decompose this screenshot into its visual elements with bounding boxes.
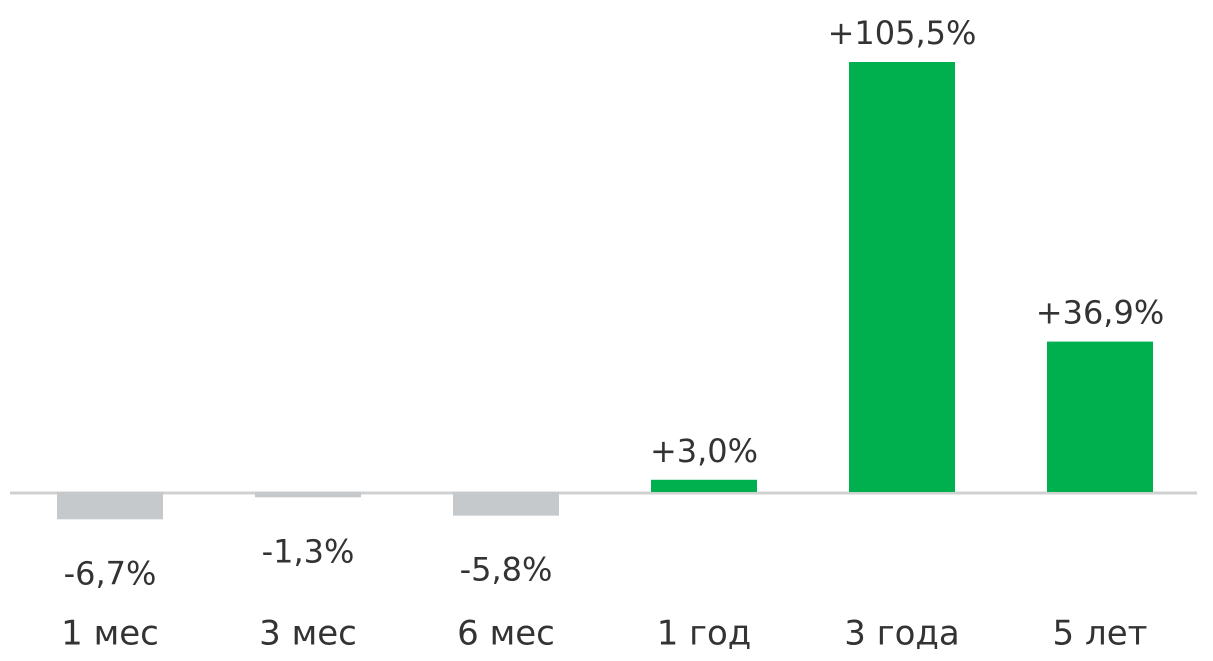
- bar: [1047, 341, 1153, 492]
- category-label: 1 год: [657, 614, 752, 654]
- bar: [849, 62, 955, 492]
- value-label: +105,5%: [828, 14, 977, 52]
- bar: [57, 492, 163, 520]
- bar: [255, 492, 361, 498]
- value-label: -5,8%: [460, 551, 553, 589]
- bar: [453, 492, 559, 516]
- category-label: 1 мес: [61, 614, 159, 654]
- category-label: 3 года: [844, 614, 959, 654]
- category-label: 6 мес: [457, 614, 555, 654]
- value-label: +36,9%: [1036, 294, 1164, 332]
- value-label: -6,7%: [64, 554, 157, 592]
- bar: [651, 479, 757, 492]
- category-label: 3 мес: [259, 614, 357, 654]
- category-label: 5 лет: [1053, 614, 1148, 654]
- value-label: -1,3%: [262, 532, 355, 570]
- value-label: +3,0%: [650, 432, 758, 470]
